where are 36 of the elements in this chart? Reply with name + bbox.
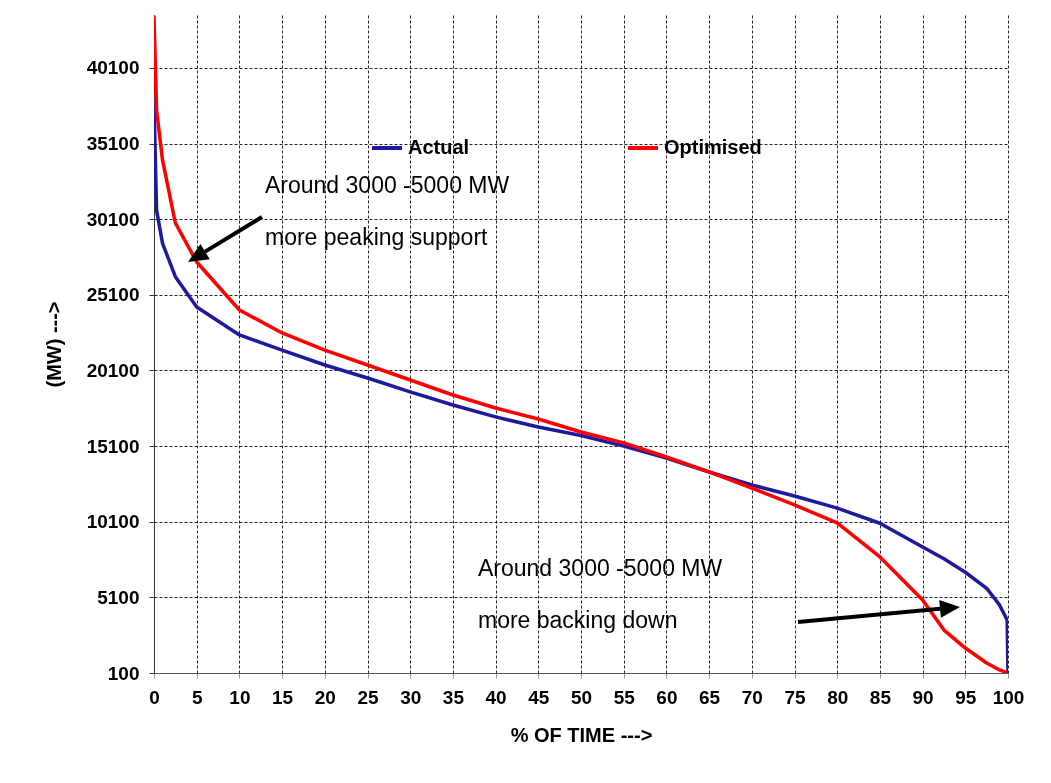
x-tick-label: 40 [485,686,507,708]
y-tick-label: 100 [107,662,140,684]
y-tick-label: 20100 [86,359,140,381]
annotation: Around 3000 -5000 MW more backing down [478,555,723,633]
x-tick-label: 55 [613,686,636,708]
x-tick-label: 60 [656,686,678,708]
annotation: Around 3000 -5000 MW more peaking support [265,172,510,250]
x-tick-label: 10 [229,686,251,708]
y-tick-label: 30100 [86,208,140,230]
x-tick-label: 5 [191,686,203,708]
x-tick-label: 75 [784,686,806,708]
x-tick-label: 70 [741,686,763,708]
y-axis-title: (MW) ---> [42,301,65,388]
x-tick-label: 25 [357,686,379,708]
y-tick-label: 10100 [86,511,140,533]
y-tick-label: 25100 [86,284,140,306]
x-tick-label: 95 [955,686,977,708]
x-tick-label: 20 [314,686,336,708]
x-axis-title: % OF TIME ---> [510,723,653,746]
x-tick-label: 65 [699,686,721,708]
x-tick-label: 45 [528,686,550,708]
x-tick-label: 100 [992,686,1025,708]
x-tick-label: 0 [149,686,160,708]
x-tick-label: 80 [827,686,849,708]
x-tick-label: 30 [400,686,422,708]
x-tick-label: 50 [570,686,593,708]
x-tick-label: 35 [442,686,465,708]
y-tick-label: 35100 [86,133,140,155]
y-tick-label: 15100 [86,435,140,457]
x-tick-label: 90 [912,686,934,708]
x-tick-label: 15 [272,686,294,708]
legend-label: Actual [408,136,470,158]
y-tick-label: 40100 [86,57,140,79]
legend-label: Optimised [664,136,762,158]
y-tick-label: 5100 [97,586,140,608]
x-tick-label: 85 [869,686,892,708]
